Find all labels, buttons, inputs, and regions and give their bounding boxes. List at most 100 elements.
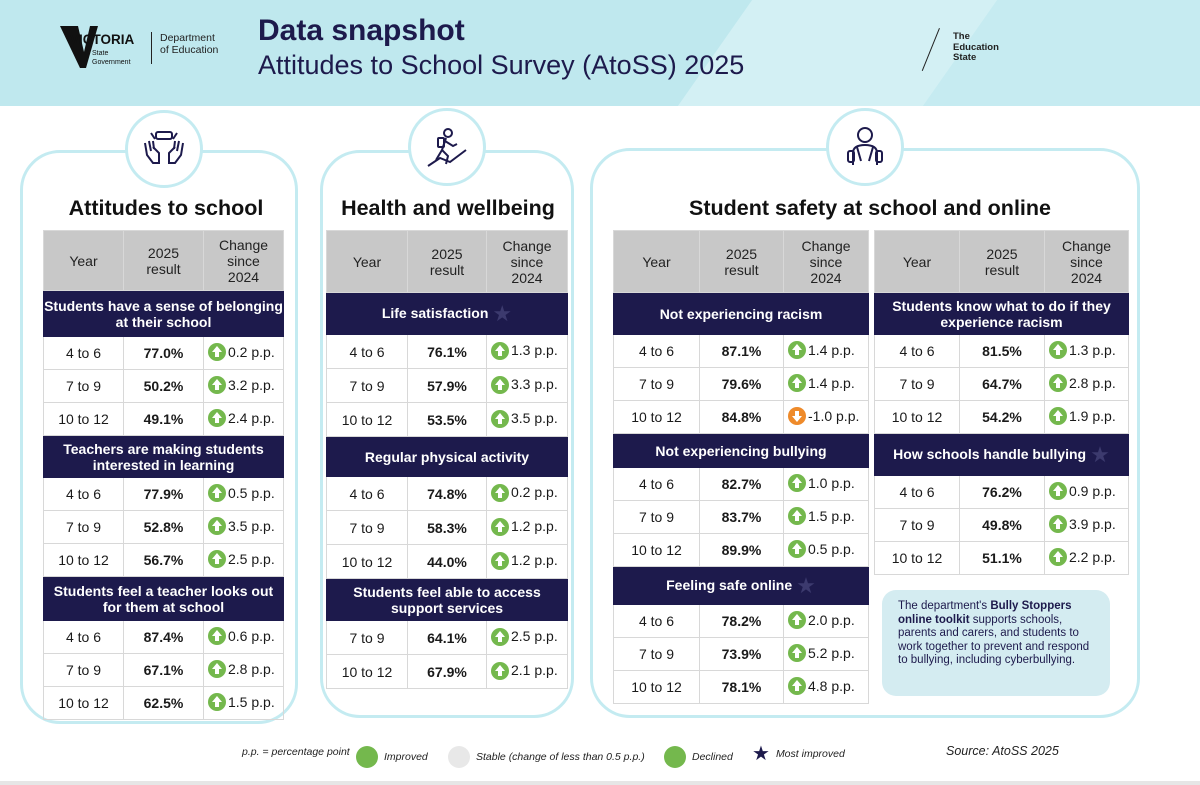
department-name: Department of Education: [160, 32, 219, 56]
change-cell: 0.6 p.p.: [203, 620, 284, 654]
year-cell: 7 to 9: [613, 637, 700, 671]
year-cell: 10 to 12: [43, 686, 124, 720]
year-cell: 10 to 12: [43, 543, 124, 577]
table-header-row: Year 2025 result Change since 2024: [43, 230, 284, 291]
year-cell: 10 to 12: [613, 670, 700, 704]
star-icon: ★: [752, 743, 770, 765]
panel-title-health: Health and wellbeing: [341, 196, 555, 220]
most-improved-star-icon: ★: [796, 573, 816, 599]
section-label: Students know what to do if they experie…: [874, 292, 1129, 335]
table-row: 4 to 6 76.1% 1.3 p.p.: [326, 334, 568, 369]
section-label: Not experiencing racism: [613, 292, 869, 335]
section-label: Students have a sense of belonging at th…: [43, 290, 284, 337]
improved-arrow-icon: [1049, 374, 1067, 393]
svg-text:State: State: [92, 50, 108, 57]
table-row: 10 to 12 56.7% 2.5 p.p.: [43, 543, 284, 577]
improved-arrow-icon: [788, 341, 806, 360]
change-cell: 2.4 p.p.: [203, 402, 284, 436]
change-cell: -1.0 p.p.: [783, 400, 869, 434]
table-row: 4 to 6 78.2% 2.0 p.p.: [613, 604, 869, 638]
year-cell: 7 to 9: [43, 510, 124, 544]
table-header-row: Year 2025 result Change since 2024: [874, 230, 1129, 293]
result-cell: 77.0%: [123, 336, 204, 370]
legend-most-improved: ★ Most improved: [752, 743, 845, 765]
section-header-row: Regular physical activity: [326, 436, 568, 477]
most-improved-star-icon: ★: [1090, 442, 1110, 468]
change-cell: 2.5 p.p.: [203, 543, 284, 577]
table-row: 10 to 12 49.1% 2.4 p.p.: [43, 402, 284, 436]
table-row: 7 to 9 79.6% 1.4 p.p.: [613, 367, 869, 401]
table-row: 7 to 9 83.7% 1.5 p.p.: [613, 500, 869, 534]
year-cell: 4 to 6: [874, 475, 960, 509]
table-row: 10 to 12 89.9% 0.5 p.p.: [613, 533, 869, 567]
improved-arrow-icon: [356, 746, 378, 768]
result-cell: 51.1%: [959, 541, 1045, 575]
table-row: 4 to 6 76.2% 0.9 p.p.: [874, 475, 1129, 509]
year-cell: 4 to 6: [613, 467, 700, 501]
year-cell: 4 to 6: [43, 477, 124, 511]
improved-arrow-icon: [1049, 482, 1067, 501]
change-cell: 3.5 p.p.: [486, 402, 568, 437]
year-cell: 4 to 6: [613, 604, 700, 638]
year-cell: 7 to 9: [43, 653, 124, 687]
student-backpack-icon: [847, 127, 883, 165]
improved-arrow-icon: [491, 409, 509, 428]
year-cell: 4 to 6: [43, 336, 124, 370]
result-cell: 50.2%: [123, 369, 204, 403]
year-cell: 7 to 9: [613, 367, 700, 401]
change-cell: 0.5 p.p.: [783, 533, 869, 567]
section-header-row: Life satisfaction ★: [326, 292, 568, 335]
col-header-change: Change since 2024: [1044, 230, 1129, 293]
result-cell: 67.1%: [123, 653, 204, 687]
table-row: 7 to 9 50.2% 3.2 p.p.: [43, 369, 284, 403]
result-cell: 74.8%: [407, 476, 487, 511]
table-row: 7 to 9 64.7% 2.8 p.p.: [874, 367, 1129, 401]
table-row: 7 to 9 67.1% 2.8 p.p.: [43, 653, 284, 687]
col-header-year: Year: [613, 230, 700, 293]
improved-arrow-icon: [208, 693, 226, 712]
result-cell: 76.1%: [407, 334, 487, 369]
result-cell: 78.1%: [699, 670, 784, 704]
change-cell: 1.3 p.p.: [486, 334, 568, 369]
result-cell: 87.1%: [699, 334, 784, 368]
col-header-result: 2025 result: [123, 230, 204, 291]
result-cell: 79.6%: [699, 367, 784, 401]
section-label: Not experiencing bullying: [613, 433, 869, 468]
col-header-result: 2025 result: [959, 230, 1045, 293]
improved-arrow-icon: [208, 484, 226, 503]
table-row: 4 to 6 77.9% 0.5 p.p.: [43, 477, 284, 511]
table-row: 4 to 6 87.4% 0.6 p.p.: [43, 620, 284, 654]
improved-arrow-icon: [1049, 515, 1067, 534]
result-cell: 52.8%: [123, 510, 204, 544]
bully-stoppers-link[interactable]: Bully Stoppers online toolkit: [898, 600, 1072, 626]
year-cell: 7 to 9: [326, 620, 408, 655]
result-cell: 81.5%: [959, 334, 1045, 368]
change-cell: 1.3 p.p.: [1044, 334, 1129, 368]
declined-arrow-icon: [664, 746, 686, 768]
year-cell: 7 to 9: [326, 368, 408, 403]
change-cell: 5.2 p.p.: [783, 637, 869, 671]
page-subtitle: Attitudes to School Survey (AtoSS) 2025: [258, 50, 745, 80]
result-cell: 49.8%: [959, 508, 1045, 542]
table-row: 7 to 9 58.3% 1.2 p.p.: [326, 510, 568, 545]
year-cell: 7 to 9: [874, 508, 960, 542]
table-row: 10 to 12 67.9% 2.1 p.p.: [326, 654, 568, 689]
improved-arrow-icon: [208, 517, 226, 536]
result-cell: 58.3%: [407, 510, 487, 545]
improved-arrow-icon: [491, 517, 509, 536]
section-header-row: Not experiencing racism: [613, 292, 869, 335]
result-cell: 67.9%: [407, 654, 487, 689]
declined-arrow-icon: [788, 407, 806, 426]
year-cell: 7 to 9: [326, 510, 408, 545]
year-cell: 10 to 12: [874, 541, 960, 575]
section-header-row: Students feel a teacher looks out for th…: [43, 576, 284, 621]
svg-text:Government: Government: [92, 59, 131, 66]
year-cell: 10 to 12: [874, 400, 960, 434]
result-cell: 87.4%: [123, 620, 204, 654]
safety-left-table: Year 2025 result Change since 2024 Not experie…: [613, 230, 869, 704]
improved-arrow-icon: [208, 343, 226, 362]
page-title: Data snapshot: [258, 14, 465, 47]
col-header-year: Year: [43, 230, 124, 291]
hiker-icon: [427, 128, 467, 167]
result-cell: 54.2%: [959, 400, 1045, 434]
